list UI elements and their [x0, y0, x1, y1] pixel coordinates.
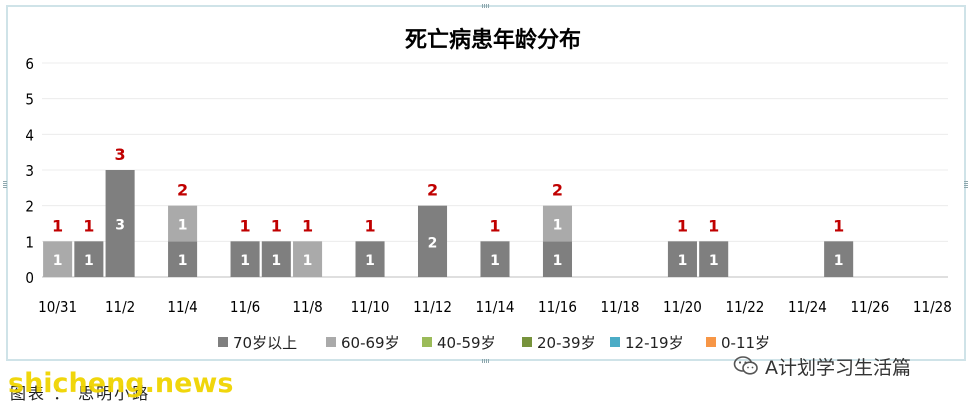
account-name: A计划学习生活篇	[765, 356, 911, 379]
bar-segment-label: 1	[553, 253, 563, 269]
site-watermark: shicheng.news	[8, 368, 234, 399]
bar-segment-label: 1	[365, 253, 375, 269]
bar-segment-label: 1	[553, 218, 563, 234]
bar-segment	[355, 241, 385, 277]
bar-total-label: 1	[302, 216, 313, 235]
wechat-icon	[733, 356, 758, 375]
x-tick-label: 11/18	[601, 298, 640, 316]
legend-item: 40-59岁	[422, 334, 496, 352]
bar-segment	[230, 241, 260, 277]
x-tick-label: 11/2	[105, 298, 135, 316]
bar-segment-label: 1	[240, 253, 250, 269]
bar-segment	[105, 170, 135, 277]
x-tick-label: 10/31	[38, 298, 77, 316]
bar-total-label: 1	[489, 216, 500, 235]
x-tick-label: 11/20	[663, 298, 702, 316]
legend-item: 0-11岁	[706, 334, 770, 352]
chart-legend: 70岁以上 60-69岁 40-59岁 20-39岁 12-19岁 0-11岁	[218, 334, 770, 352]
legend-label: 20-39岁	[537, 334, 596, 352]
bar-total-label: 3	[115, 145, 126, 164]
bar-segment-label: 1	[709, 253, 719, 269]
figure-caption: 图表 ： 思明小路	[10, 384, 151, 403]
bar-segment	[74, 241, 104, 277]
bar-segment	[43, 241, 73, 277]
x-tick-label: 11/28	[913, 298, 952, 316]
y-tick-label: 1	[25, 233, 34, 251]
bar-total-label: 1	[833, 216, 844, 235]
bar-segment-label: 1	[178, 253, 188, 269]
bar-segment-label: 1	[490, 253, 500, 269]
legend-label: 40-59岁	[437, 334, 496, 352]
bar-total-label: 2	[427, 181, 438, 200]
bar-total-label: 1	[271, 216, 282, 235]
bar-segment-label: 1	[271, 253, 281, 269]
bar-total-label: 1	[364, 216, 375, 235]
y-tick-label: 5	[25, 91, 34, 109]
legend-swatch	[522, 337, 532, 347]
chart-title: 死亡病患年龄分布	[405, 27, 581, 53]
legend-label: 60-69岁	[341, 334, 400, 352]
x-tick-label: 11/10	[351, 298, 390, 316]
bar-segment	[480, 241, 510, 277]
x-tick-label: 11/14	[476, 298, 515, 316]
bar-segment	[168, 241, 198, 277]
x-tick-label: 11/6	[230, 298, 260, 316]
legend-label: 12-19岁	[625, 334, 684, 352]
legend-swatch	[706, 337, 716, 347]
y-tick-label: 6	[25, 55, 34, 73]
bar-total-label: 1	[677, 216, 688, 235]
y-tick-label: 2	[25, 198, 34, 216]
legend-item: 12-19岁	[610, 334, 684, 352]
bar-total-label: 2	[552, 181, 563, 200]
resize-handle-left[interactable]	[3, 180, 7, 188]
x-tick-label: 11/16	[538, 298, 577, 316]
legend-swatch	[422, 337, 432, 347]
y-tick-label: 4	[25, 126, 34, 144]
legend-swatch	[218, 337, 228, 347]
legend-item: 70岁以上	[218, 334, 297, 352]
bar-segment	[542, 241, 573, 277]
bar-segment-label: 3	[115, 218, 125, 234]
x-tick-label: 11/8	[292, 298, 322, 316]
chart-frame: 死亡病患年龄分布 0 1 2 3 4 5 6 1 1 1 1 3 3 1 1 2 1 1 1 1 1 1 1 1 2 2 1 1 1 1 2 1…	[6, 5, 966, 361]
bar-segment-label: 1	[178, 218, 188, 234]
bar-segment-label: 1	[678, 253, 688, 269]
bar-segment	[667, 241, 697, 277]
bar-segment	[261, 241, 291, 277]
resize-handle-bottom[interactable]	[482, 359, 490, 363]
x-tick-label: 11/12	[413, 298, 452, 316]
bar-segment	[699, 241, 729, 277]
bar-total-label: 1	[83, 216, 94, 235]
y-tick-label: 3	[25, 162, 34, 180]
resize-handle-top[interactable]	[482, 4, 490, 8]
legend-label: 0-11岁	[721, 334, 770, 352]
bar-total-label: 1	[52, 216, 63, 235]
account-tag: A计划学习生活篇	[733, 352, 911, 380]
bar-segment	[168, 205, 198, 242]
bar-segment	[293, 241, 323, 277]
bar-segment-label: 1	[834, 253, 844, 269]
resize-handle-right[interactable]	[964, 180, 968, 188]
legend-item: 60-69岁	[326, 334, 400, 352]
legend-swatch	[326, 337, 336, 347]
bar-segment	[417, 205, 448, 277]
bar-segment-label: 1	[84, 253, 94, 269]
bar-total-label: 1	[708, 216, 719, 235]
legend-label: 70岁以上	[233, 334, 297, 352]
x-tick-label: 11/26	[850, 298, 889, 316]
x-tick-label: 11/22	[725, 298, 764, 316]
x-tick-label: 11/24	[788, 298, 827, 316]
bar-segment-label: 1	[303, 253, 313, 269]
y-tick-label: 0	[25, 269, 34, 287]
bar-total-label: 2	[177, 181, 188, 200]
bar-segment-label: 2	[428, 235, 438, 251]
bar-segment	[542, 205, 573, 242]
bar-total-label: 1	[239, 216, 250, 235]
x-tick-label: 11/4	[167, 298, 197, 316]
legend-swatch	[610, 337, 620, 347]
bar-segment	[824, 241, 854, 277]
bar-segment-label: 1	[53, 253, 63, 269]
legend-item: 20-39岁	[522, 334, 596, 352]
